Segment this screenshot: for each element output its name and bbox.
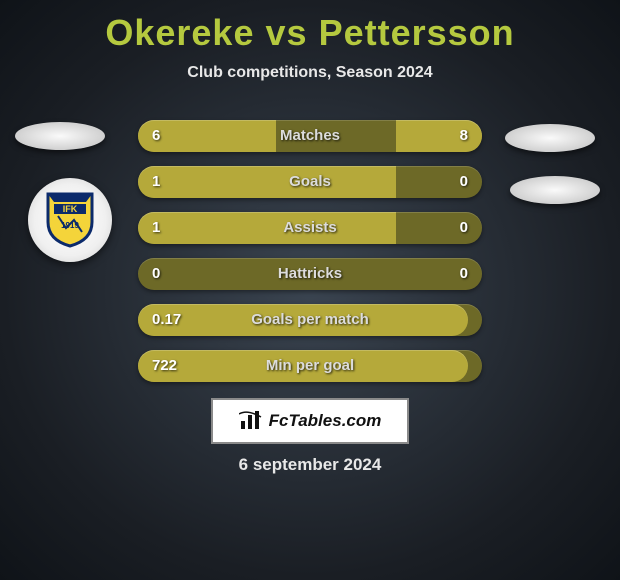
stat-label: Min per goal — [138, 350, 482, 382]
stat-label: Hattricks — [138, 258, 482, 290]
shield-icon: IFK 1919 — [46, 192, 94, 248]
player-left-club-crest: IFK 1919 — [28, 178, 112, 262]
title-vs: vs — [266, 12, 308, 53]
footer-date: 6 september 2024 — [0, 455, 620, 475]
title-player-right: Pettersson — [319, 12, 515, 53]
stat-row: 10Goals — [138, 166, 482, 198]
stat-label: Matches — [138, 120, 482, 152]
stat-label: Goals per match — [138, 304, 482, 336]
stat-row: 00Hattricks — [138, 258, 482, 290]
stat-row: 10Assists — [138, 212, 482, 244]
stat-row: 722Min per goal — [138, 350, 482, 382]
watermark: FcTables.com — [211, 398, 409, 444]
crest-text: IFK — [63, 204, 78, 214]
stats-chart: 68Matches 10Goals 10Assists 00Hattricks 0.17… — [138, 120, 482, 396]
title-player-left: Okereke — [105, 12, 254, 53]
subtitle: Club competitions, Season 2024 — [0, 64, 620, 82]
watermark-text: FcTables.com — [269, 411, 382, 431]
bar-chart-icon — [239, 411, 263, 431]
player-right-placeholder-oval-2 — [510, 176, 600, 204]
page-title: Okereke vs Pettersson — [0, 0, 620, 54]
player-left-placeholder-oval — [15, 122, 105, 150]
stat-label: Goals — [138, 166, 482, 198]
stat-label: Assists — [138, 212, 482, 244]
stat-row: 0.17Goals per match — [138, 304, 482, 336]
player-right-placeholder-oval-1 — [505, 124, 595, 152]
stat-row: 68Matches — [138, 120, 482, 152]
